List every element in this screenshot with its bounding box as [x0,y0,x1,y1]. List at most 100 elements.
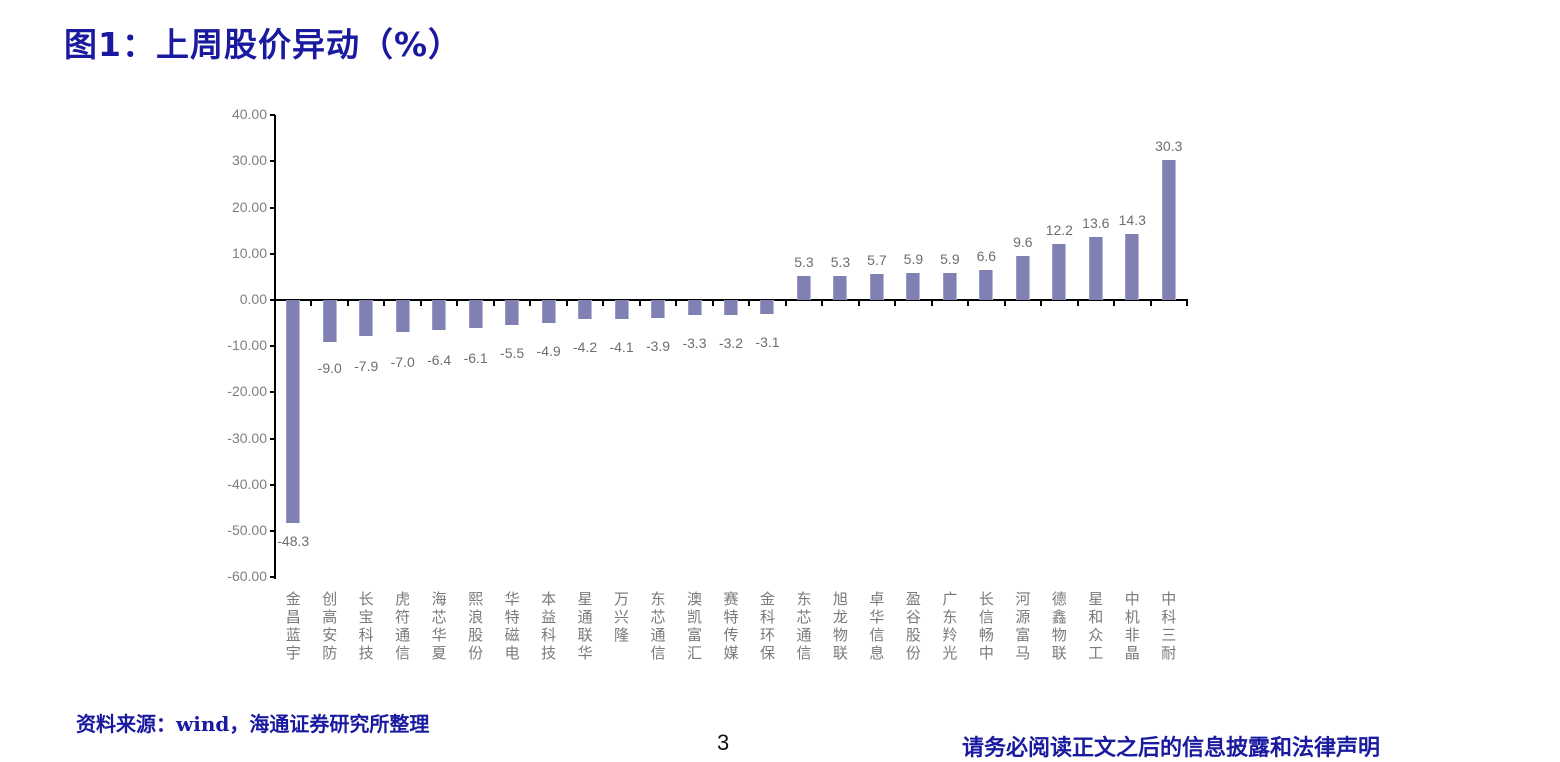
bar-value-label: 30.3 [1155,138,1183,154]
x-category-label: 本益科技 [541,590,557,662]
figure-title: 图1：上周股价异动（%） [64,25,463,64]
bar [942,272,957,300]
bar [1015,255,1030,300]
x-category-label: 海芯华夏 [431,590,447,662]
x-tick-mark [529,300,532,306]
bar [1088,237,1103,300]
x-tick-mark [565,300,568,306]
page-number: 3 [717,730,730,755]
x-tick-mark [675,300,678,306]
bar [359,300,374,337]
x-tick-mark [492,300,495,306]
y-tick-label: -10.00 [227,337,267,354]
y-tick-mark [270,206,275,209]
x-tick-mark [1076,300,1079,306]
x-category-label: 金昌蓝宇 [285,590,301,662]
bar [724,300,738,315]
bar-value-label: -6.4 [427,351,452,368]
bar-value-label: -4.2 [573,339,598,356]
bar [1161,160,1176,300]
bar-value-label: -9.0 [317,360,342,376]
y-tick-label: 0.00 [239,291,267,307]
x-tick-mark [638,300,641,306]
bar [468,300,483,329]
bar-value-label: -4.9 [536,342,561,359]
x-tick-mark [274,300,276,306]
x-category-label: 东芯通信 [650,590,666,662]
y-tick-label: -40.00 [227,475,267,492]
x-category-label: 长宝科技 [358,590,374,662]
y-tick-mark [270,391,275,394]
y-tick-label: 30.00 [231,152,267,169]
x-tick-mark [711,300,714,306]
x-tick-mark [1149,300,1152,306]
bar-value-label: 12.2 [1045,221,1073,238]
bar-value-label: -3.3 [682,335,707,352]
y-tick-mark [270,160,275,163]
bar [541,300,556,323]
bar [796,275,811,300]
x-tick-mark [930,300,933,306]
x-category-label: 万兴隆 [614,590,630,644]
y-tick-mark [270,576,275,579]
bar-value-label: 5.7 [867,251,887,268]
bar-value-label: 14.3 [1118,211,1146,228]
bar [614,300,629,319]
bar [906,272,921,300]
x-tick-mark [1113,300,1116,306]
bar-value-label: 5.3 [794,253,814,270]
x-category-label: 虎符通信 [395,590,411,662]
x-category-label: 中机非晶 [1124,590,1140,662]
x-tick-mark [967,300,970,306]
x-category-label: 赛特传媒 [723,590,739,662]
bar [979,269,994,300]
y-axis-line [274,115,276,579]
bar [833,275,848,300]
bar-value-label: -4.1 [609,338,634,355]
y-tick-mark [270,252,275,255]
bar [1125,233,1140,300]
bar-value-label: 13.6 [1082,215,1110,232]
x-category-label: 金科环保 [759,590,775,662]
bar [1052,243,1067,300]
x-category-label: 星和众工 [1088,590,1104,662]
y-tick-mark [270,483,275,486]
bar [395,300,410,333]
y-tick-label: 20.00 [231,198,267,215]
bar [760,300,775,315]
y-tick-label: -30.00 [227,429,267,446]
bar-value-label: -6.1 [463,350,488,367]
x-category-label: 华特磁电 [504,590,520,662]
y-tick-mark [270,114,275,117]
x-category-label: 河源富马 [1015,590,1031,662]
bar-value-label: 5.9 [940,250,960,267]
x-tick-mark [748,300,751,306]
x-category-label: 澳凯富汇 [687,590,703,662]
y-tick-label: 40.00 [231,106,267,123]
bar-value-label: 6.6 [976,247,997,264]
source-note: 资料来源：wind，海通证券研究所整理 [76,712,430,736]
bar [869,273,884,300]
x-tick-mark [894,300,897,306]
x-category-label: 创高安防 [322,590,338,662]
bar-value-label: -3.2 [718,334,744,351]
bar [687,300,702,316]
y-tick-label: -20.00 [227,383,267,400]
x-category-label: 中科三耐 [1161,590,1177,662]
x-tick-mark [1040,300,1043,306]
x-tick-mark [1186,300,1188,306]
bar-value-label: -5.5 [500,345,525,362]
bar [322,300,337,342]
bar [505,300,520,326]
x-tick-mark [419,300,422,306]
x-tick-mark [456,300,459,306]
bar-chart: 40.00 30.00 20.00 10.00 0.00 -10.00 -20.00 -30.… [227,106,1188,662]
x-tick-mark [310,300,313,306]
x-tick-mark [346,300,349,306]
x-tick-mark [1003,300,1006,306]
x-category-label: 盈谷股份 [905,590,921,662]
disclaimer-link[interactable]: 请务必阅读正文之后的信息披露和法律声明 [962,735,1381,761]
y-tick-mark [270,299,275,301]
y-tick-mark [270,345,275,348]
bar [432,300,447,330]
